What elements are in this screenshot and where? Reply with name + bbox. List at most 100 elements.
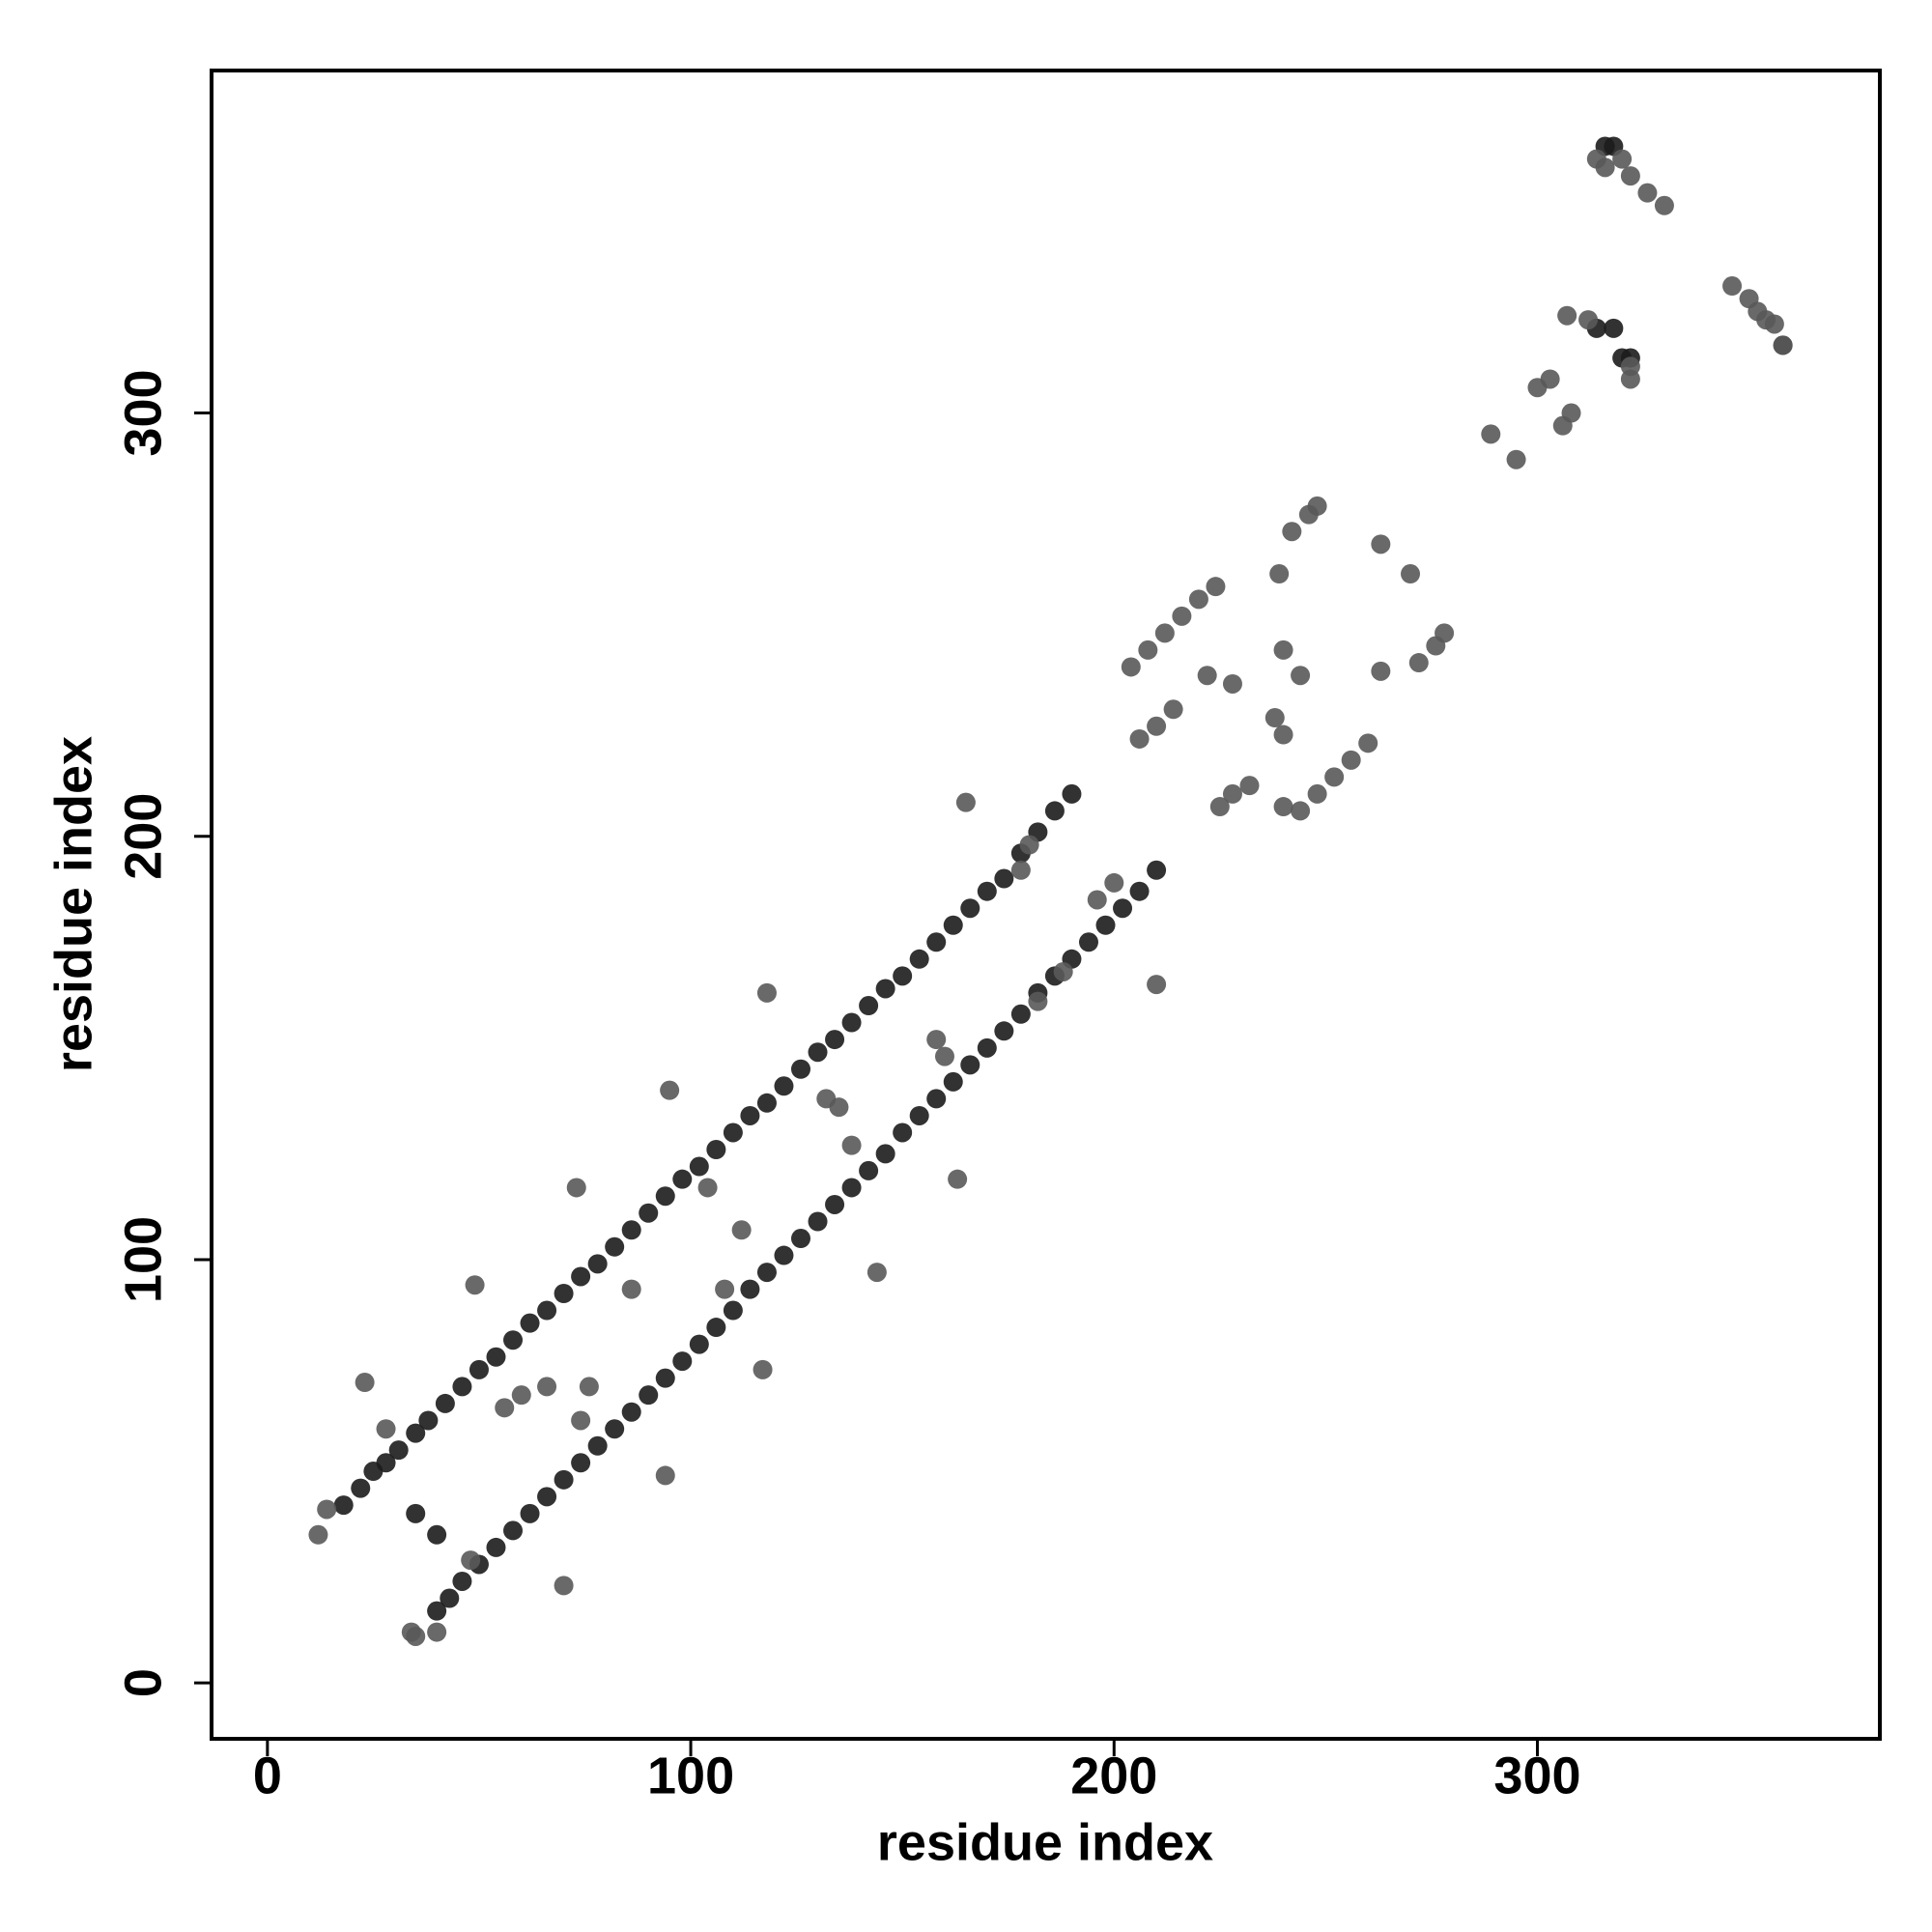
point <box>909 949 929 969</box>
point <box>1129 728 1150 749</box>
point <box>723 1122 743 1143</box>
point <box>571 1266 591 1287</box>
point <box>1273 797 1293 817</box>
point <box>1239 776 1260 796</box>
point <box>308 1524 328 1545</box>
point <box>740 1279 760 1299</box>
point <box>859 996 879 1016</box>
point <box>587 1254 608 1274</box>
y-tick-label: 100 <box>114 1216 172 1303</box>
point <box>1371 661 1391 681</box>
point <box>994 868 1014 889</box>
point <box>1291 801 1311 821</box>
point <box>1540 369 1560 389</box>
point <box>1595 157 1615 178</box>
point <box>841 1012 862 1033</box>
point <box>706 1140 726 1160</box>
point <box>1561 403 1581 423</box>
point <box>1147 860 1167 880</box>
point <box>825 1030 845 1050</box>
point <box>639 1203 659 1223</box>
point <box>1557 305 1577 326</box>
point <box>1053 961 1073 981</box>
point <box>1087 890 1107 910</box>
point <box>689 1334 709 1354</box>
point <box>1147 975 1167 995</box>
point <box>1324 767 1345 787</box>
y-tick-label: 0 <box>114 1668 172 1697</box>
point <box>1222 783 1242 804</box>
point <box>554 1576 574 1596</box>
point <box>816 1089 837 1109</box>
point <box>440 1588 460 1608</box>
point <box>689 1156 709 1177</box>
x-axis-title: residue index <box>877 1813 1213 1871</box>
point <box>1147 716 1167 736</box>
point <box>465 1275 485 1295</box>
point <box>486 1537 506 1557</box>
point <box>825 1194 845 1214</box>
point <box>571 1410 591 1431</box>
x-tick-label: 100 <box>647 1747 734 1804</box>
point <box>960 1055 980 1075</box>
point <box>406 1503 426 1523</box>
point <box>1612 149 1633 169</box>
point <box>1747 301 1768 322</box>
point <box>435 1393 455 1413</box>
point <box>893 1122 913 1143</box>
point <box>655 1186 675 1207</box>
point <box>452 1377 472 1397</box>
point <box>1282 522 1302 542</box>
point <box>355 1373 375 1393</box>
point <box>867 1263 887 1283</box>
point <box>1408 653 1429 673</box>
point <box>753 1359 773 1379</box>
point <box>452 1571 472 1591</box>
point <box>1401 564 1421 584</box>
point <box>1578 310 1599 330</box>
point <box>1172 606 1192 626</box>
point <box>1273 724 1293 745</box>
point <box>317 1499 337 1520</box>
point <box>977 1037 997 1058</box>
point <box>554 1469 574 1490</box>
point <box>605 1419 625 1439</box>
point <box>672 1169 693 1189</box>
point <box>427 1601 447 1621</box>
point <box>1764 314 1784 334</box>
point <box>1028 991 1048 1011</box>
point <box>948 1169 968 1189</box>
point <box>715 1279 735 1299</box>
point <box>1654 195 1674 215</box>
point <box>1264 708 1285 728</box>
plot-frame <box>210 69 1882 1741</box>
point <box>1435 623 1455 643</box>
point <box>1307 783 1327 804</box>
point <box>1620 166 1640 186</box>
point <box>934 1046 954 1066</box>
point <box>621 1220 641 1240</box>
point <box>537 1300 557 1321</box>
point <box>1273 639 1293 660</box>
point <box>1637 183 1658 203</box>
point <box>1604 318 1624 338</box>
point <box>351 1478 371 1498</box>
point <box>1010 1004 1031 1024</box>
point <box>587 1435 608 1456</box>
point <box>1481 424 1501 444</box>
point <box>1222 673 1242 694</box>
point <box>706 1318 726 1338</box>
point <box>955 792 976 812</box>
point <box>756 982 777 1003</box>
point <box>731 1220 752 1240</box>
point <box>926 1089 947 1109</box>
point <box>639 1385 659 1406</box>
point <box>605 1236 625 1257</box>
point <box>1044 801 1065 821</box>
point <box>427 1622 447 1642</box>
x-tick-label: 200 <box>1070 1747 1157 1804</box>
point <box>960 898 980 919</box>
point <box>1095 915 1116 935</box>
point <box>1188 589 1208 610</box>
